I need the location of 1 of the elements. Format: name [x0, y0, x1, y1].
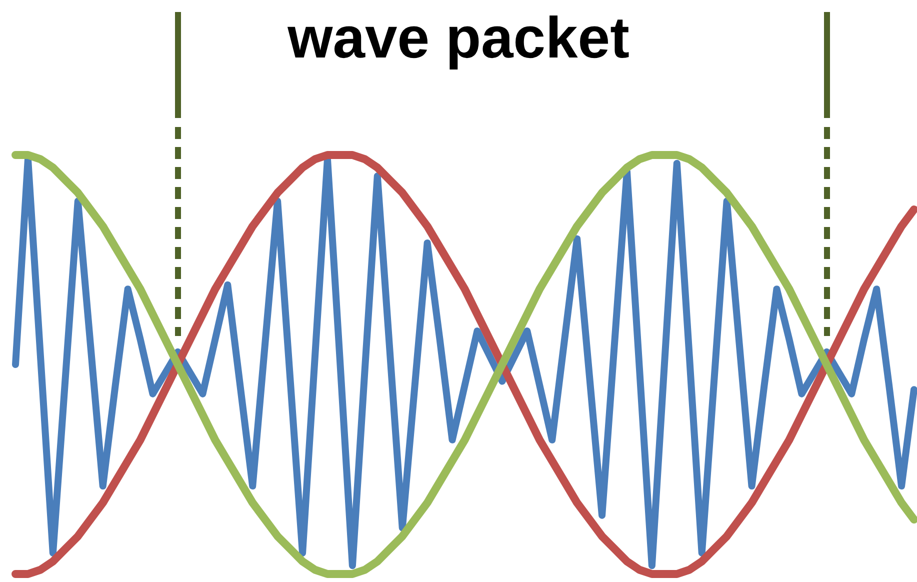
chart-title: wave packet [286, 6, 630, 70]
